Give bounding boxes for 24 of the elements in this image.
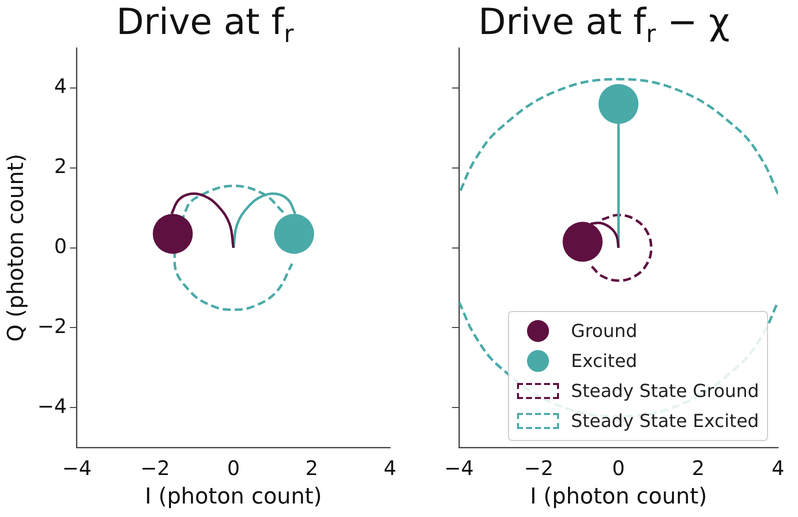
y-tick-label: −2: [37, 314, 67, 338]
x-tick-label: 4: [772, 456, 784, 480]
legend-label: Steady State Excited: [571, 410, 759, 432]
legend-label: Steady State Ground: [571, 380, 759, 402]
x-axis-title: I (photon count): [530, 484, 708, 510]
x-axis-title: I (photon count): [144, 484, 322, 510]
y-tick-label: 4: [54, 74, 67, 98]
legend-label: Excited: [571, 350, 638, 372]
x-tick-label: 0: [612, 456, 625, 480]
y-axis-title: Q (photon count): [4, 154, 29, 342]
chart-title: Drive at f$_{r}$: [115, 2, 295, 48]
x-tick-label: 2: [305, 456, 318, 480]
x-tick-label: −4: [444, 456, 474, 480]
x-tick-label: −2: [140, 456, 170, 480]
y-tick-label: −4: [37, 394, 67, 418]
chart-title: Drive at f$_{r}$ − χ: [477, 2, 731, 48]
y-tick-label: 0: [54, 234, 67, 258]
x-tick-label: −2: [524, 456, 554, 480]
y-tick-label: 2: [54, 154, 67, 178]
legend-label: Ground: [571, 320, 638, 342]
x-tick-label: 2: [692, 456, 705, 480]
line-series: [173, 184, 294, 311]
x-tick-label: 0: [227, 456, 240, 480]
x-tick-label: 4: [384, 456, 396, 480]
